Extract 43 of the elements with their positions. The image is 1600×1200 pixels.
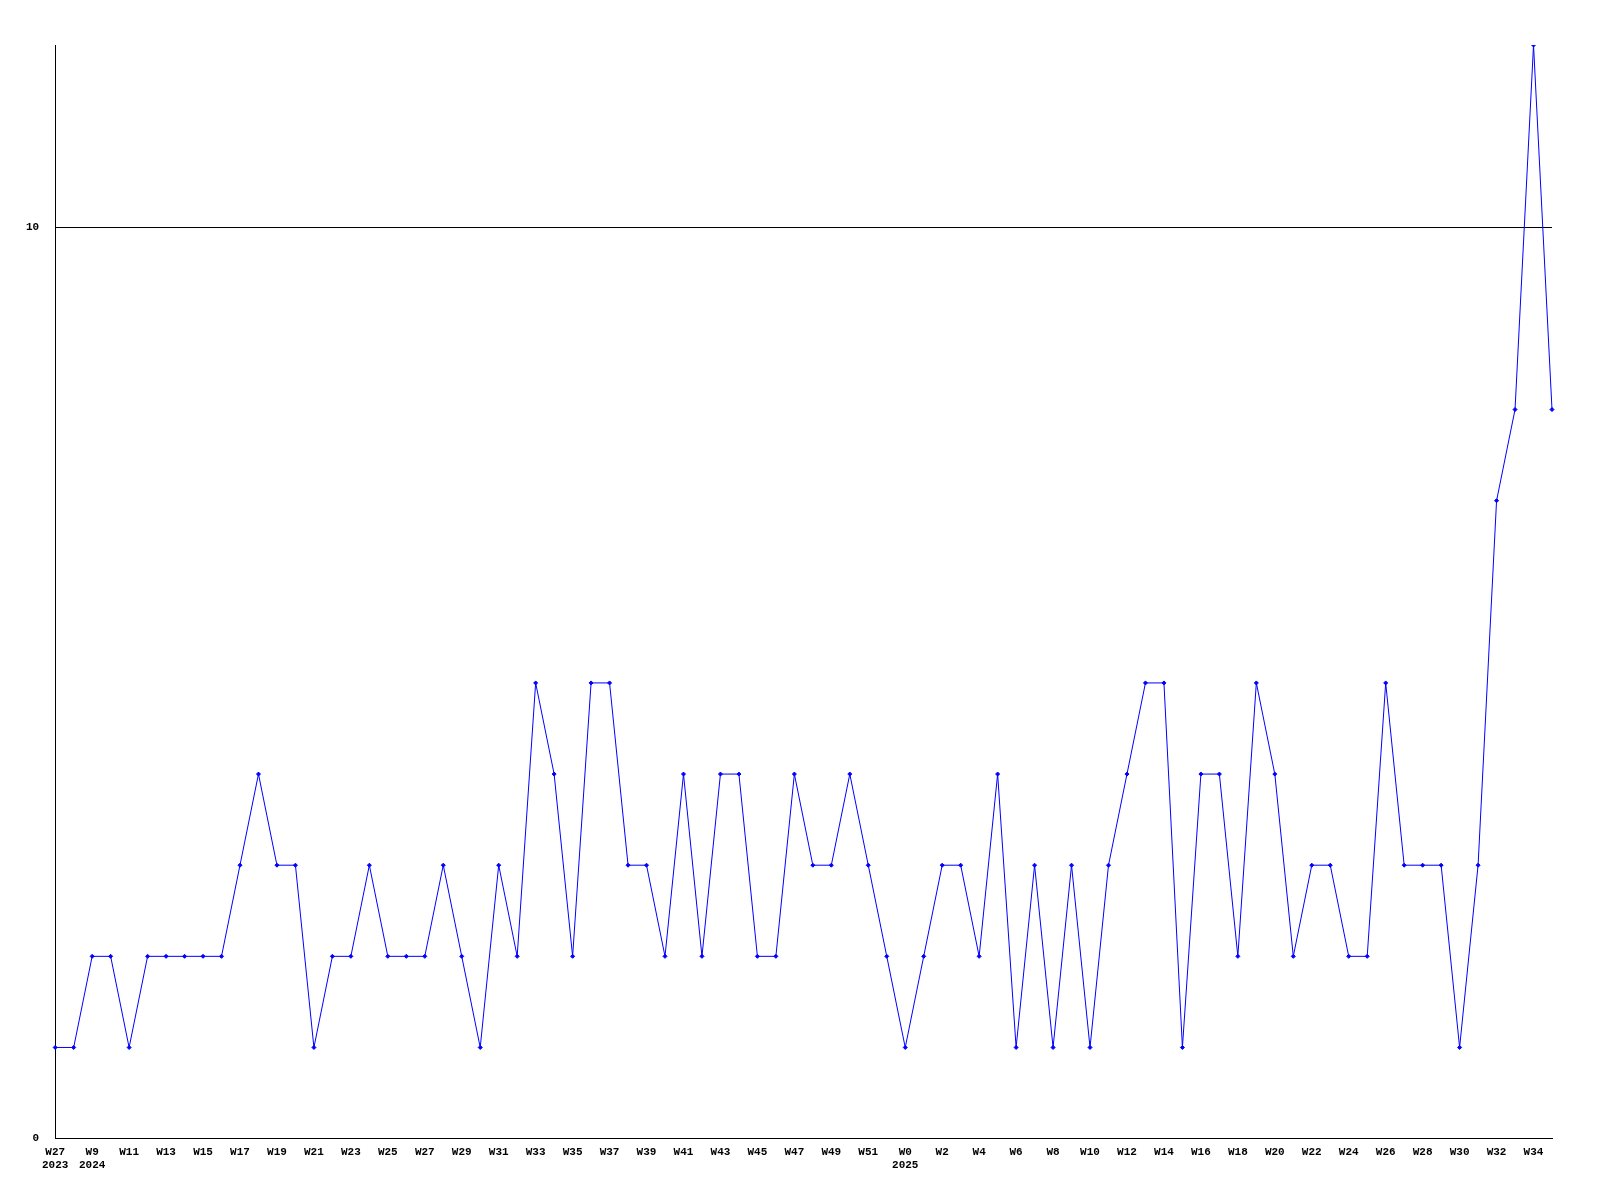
x-tick-label: W25 xyxy=(377,1145,399,1158)
x-tick-label: W27 xyxy=(414,1145,435,1158)
x-tick-label: W22 xyxy=(1301,1145,1322,1158)
x-tick-label: W35 xyxy=(562,1145,583,1158)
x-tick-label: W10 xyxy=(1080,1145,1100,1158)
x-tick-label: W28 xyxy=(1412,1145,1433,1158)
x-tick-label: W11 xyxy=(119,1145,140,1158)
x-tick-label: W24 xyxy=(1338,1145,1360,1158)
x-tick-label: W32 xyxy=(1486,1145,1507,1158)
x-tick-label: W30 xyxy=(1449,1145,1470,1158)
x-tick-label: W6 xyxy=(1009,1145,1023,1158)
x-tick-label: W18 xyxy=(1227,1145,1249,1158)
x-tick-label: W21 xyxy=(304,1145,325,1158)
x-tick-label: W8 xyxy=(1046,1145,1061,1158)
x-tick-label: W49 xyxy=(821,1145,842,1158)
x-tick-label: W37 xyxy=(599,1145,620,1158)
x-tick-label: W39 xyxy=(636,1145,657,1158)
x-tick-label: W2 xyxy=(935,1145,949,1158)
x-tick-label: W41 xyxy=(673,1145,694,1158)
x-tick-label: W45 xyxy=(747,1145,768,1158)
x-tick-label: W9 2024 xyxy=(78,1145,106,1172)
x-tick-label: W12 xyxy=(1117,1145,1137,1158)
x-tick-label: W33 xyxy=(525,1145,546,1158)
x-tick-label: W26 xyxy=(1375,1145,1396,1158)
x-tick-label: W51 xyxy=(858,1145,879,1158)
x-tick-label: W23 xyxy=(340,1145,362,1158)
x-tick-label: W19 xyxy=(267,1145,287,1158)
x-tick-label: W29 xyxy=(451,1145,472,1158)
x-tick-label: W34 xyxy=(1523,1145,1544,1158)
x-tick-label: W15 xyxy=(193,1145,214,1158)
y-tick-label: 10 xyxy=(26,221,40,234)
x-tick-label: W13 xyxy=(156,1145,177,1158)
x-tick-label: W14 xyxy=(1154,1145,1175,1158)
x-tick-label: W47 xyxy=(784,1145,805,1158)
x-tick-label: W0 2025 xyxy=(892,1145,919,1172)
x-tick-label: W20 xyxy=(1264,1145,1285,1158)
x-tick-label: W27 2023 xyxy=(42,1145,69,1172)
x-tick-label: W17 xyxy=(230,1145,250,1158)
x-tick-label: W16 xyxy=(1190,1145,1211,1158)
y-tick-label: 0 xyxy=(32,1132,40,1145)
x-tick-label: W43 xyxy=(710,1145,731,1158)
x-tick-label: W4 xyxy=(972,1145,987,1158)
x-tick-label: W31 xyxy=(488,1145,509,1158)
